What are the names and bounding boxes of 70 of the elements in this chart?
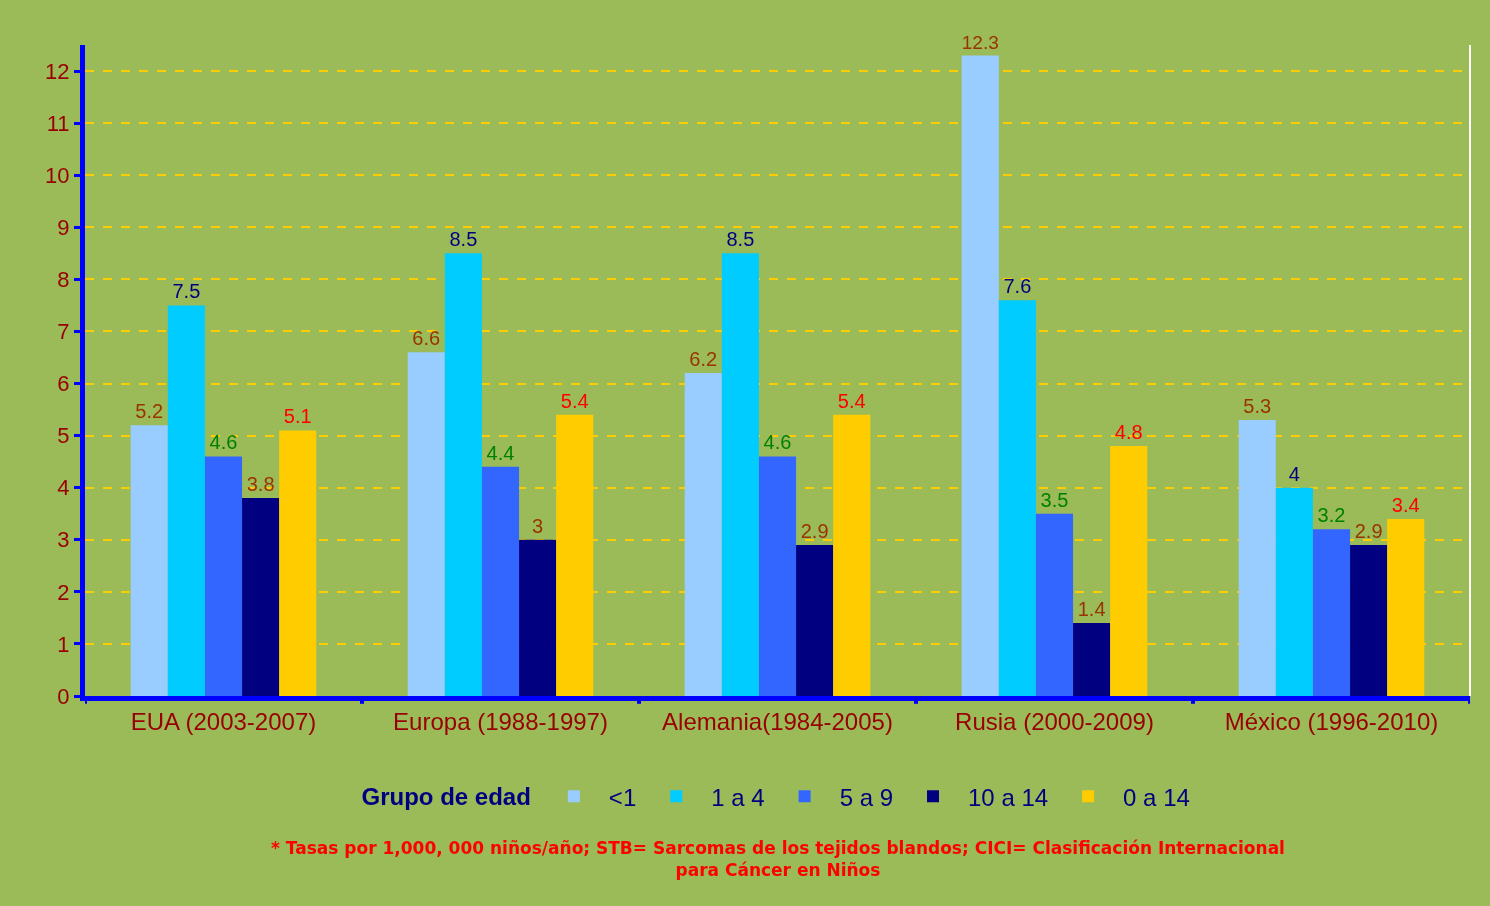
text: * Tasas por 1,000, 000 niños/año; STB= Sarcomas de los tejidos blandos; CICI= Clasificación Internacional para Cáncer en Niños (271, 838, 1285, 881)
data-label: 5.1 (283, 405, 312, 428)
legend-label: 10 a 14 (968, 783, 1049, 811)
data-label: 8.5 (449, 228, 478, 251)
bar (758, 456, 797, 696)
data-label: 3.5 (1040, 488, 1069, 511)
bar (1073, 623, 1111, 696)
x-tick-label: EUA (2003-2007) (130, 707, 317, 735)
y-tick-label: 10 (45, 162, 70, 188)
bar (519, 539, 557, 696)
bar (1035, 513, 1074, 696)
bar (796, 544, 834, 696)
legend-label: 0 a 14 (1123, 783, 1190, 811)
bar (684, 373, 722, 696)
y-tick-label: 12 (45, 58, 70, 84)
y-tick-label: 7 (57, 319, 70, 345)
y-tick-label: 4 (57, 475, 70, 501)
data-label: 7.6 (1003, 275, 1032, 298)
data-label: 8.5 (726, 228, 755, 251)
x-tick-label: Europa (1988-1997) (393, 707, 608, 735)
bar (204, 456, 243, 696)
x-tick-label: México (1996-2010) (1224, 707, 1439, 735)
data-label: 2.9 (800, 519, 829, 542)
data-label: 6.6 (412, 327, 441, 350)
data-label: 4.6 (763, 431, 792, 454)
data-label: 4.4 (486, 441, 515, 464)
data-label: 5.2 (135, 400, 164, 423)
y-tick-label: 6 (57, 371, 70, 397)
y-tick-label: 2 (57, 579, 70, 605)
y-tick-label: 0 (57, 683, 70, 709)
bar (407, 352, 445, 696)
y-tick-label: 1 (57, 631, 70, 657)
bar (167, 305, 205, 696)
bar (130, 425, 168, 696)
y-tick-label: 3 (57, 527, 70, 553)
bar (721, 253, 759, 696)
bar (998, 300, 1036, 696)
data-label: 7.5 (172, 280, 201, 303)
bar (481, 466, 520, 696)
bar (1350, 544, 1388, 696)
data-label: 4.8 (1114, 421, 1143, 444)
data-label: 2.9 (1354, 519, 1383, 542)
bar (1238, 419, 1276, 696)
bar (961, 55, 999, 696)
y-tick-label: 11 (46, 110, 70, 136)
legend-label: 5 a 9 (839, 783, 894, 811)
data-label: 5.4 (837, 389, 866, 412)
data-label: 3 (532, 514, 544, 537)
data-label: 5.3 (1243, 394, 1272, 417)
bar (1275, 487, 1313, 696)
data-label: 1.4 (1077, 598, 1106, 621)
bar (1312, 529, 1351, 696)
data-label: 3.4 (1391, 493, 1420, 516)
data-label: 4 (1288, 462, 1300, 485)
legend-label: <1 (608, 783, 637, 811)
bar (242, 498, 280, 696)
legend-label: 1 a 4 (711, 783, 765, 811)
y-tick-label: 9 (57, 214, 70, 240)
y-tick-label: 8 (57, 267, 70, 293)
x-tick-label: Rusia (2000-2009) (955, 707, 1154, 735)
y-tick-label: 5 (57, 423, 70, 449)
data-label: 5.4 (560, 389, 589, 412)
bar (279, 430, 317, 696)
data-label: 4.6 (209, 431, 238, 454)
data-label: 3.2 (1317, 504, 1346, 527)
bar (444, 253, 482, 696)
data-label: 12.3 (961, 31, 999, 53)
x-tick-label: Alemania(1984-2005) (662, 707, 893, 735)
legend-title: Grupo de edad (361, 783, 531, 811)
data-label: 6.2 (689, 348, 718, 371)
